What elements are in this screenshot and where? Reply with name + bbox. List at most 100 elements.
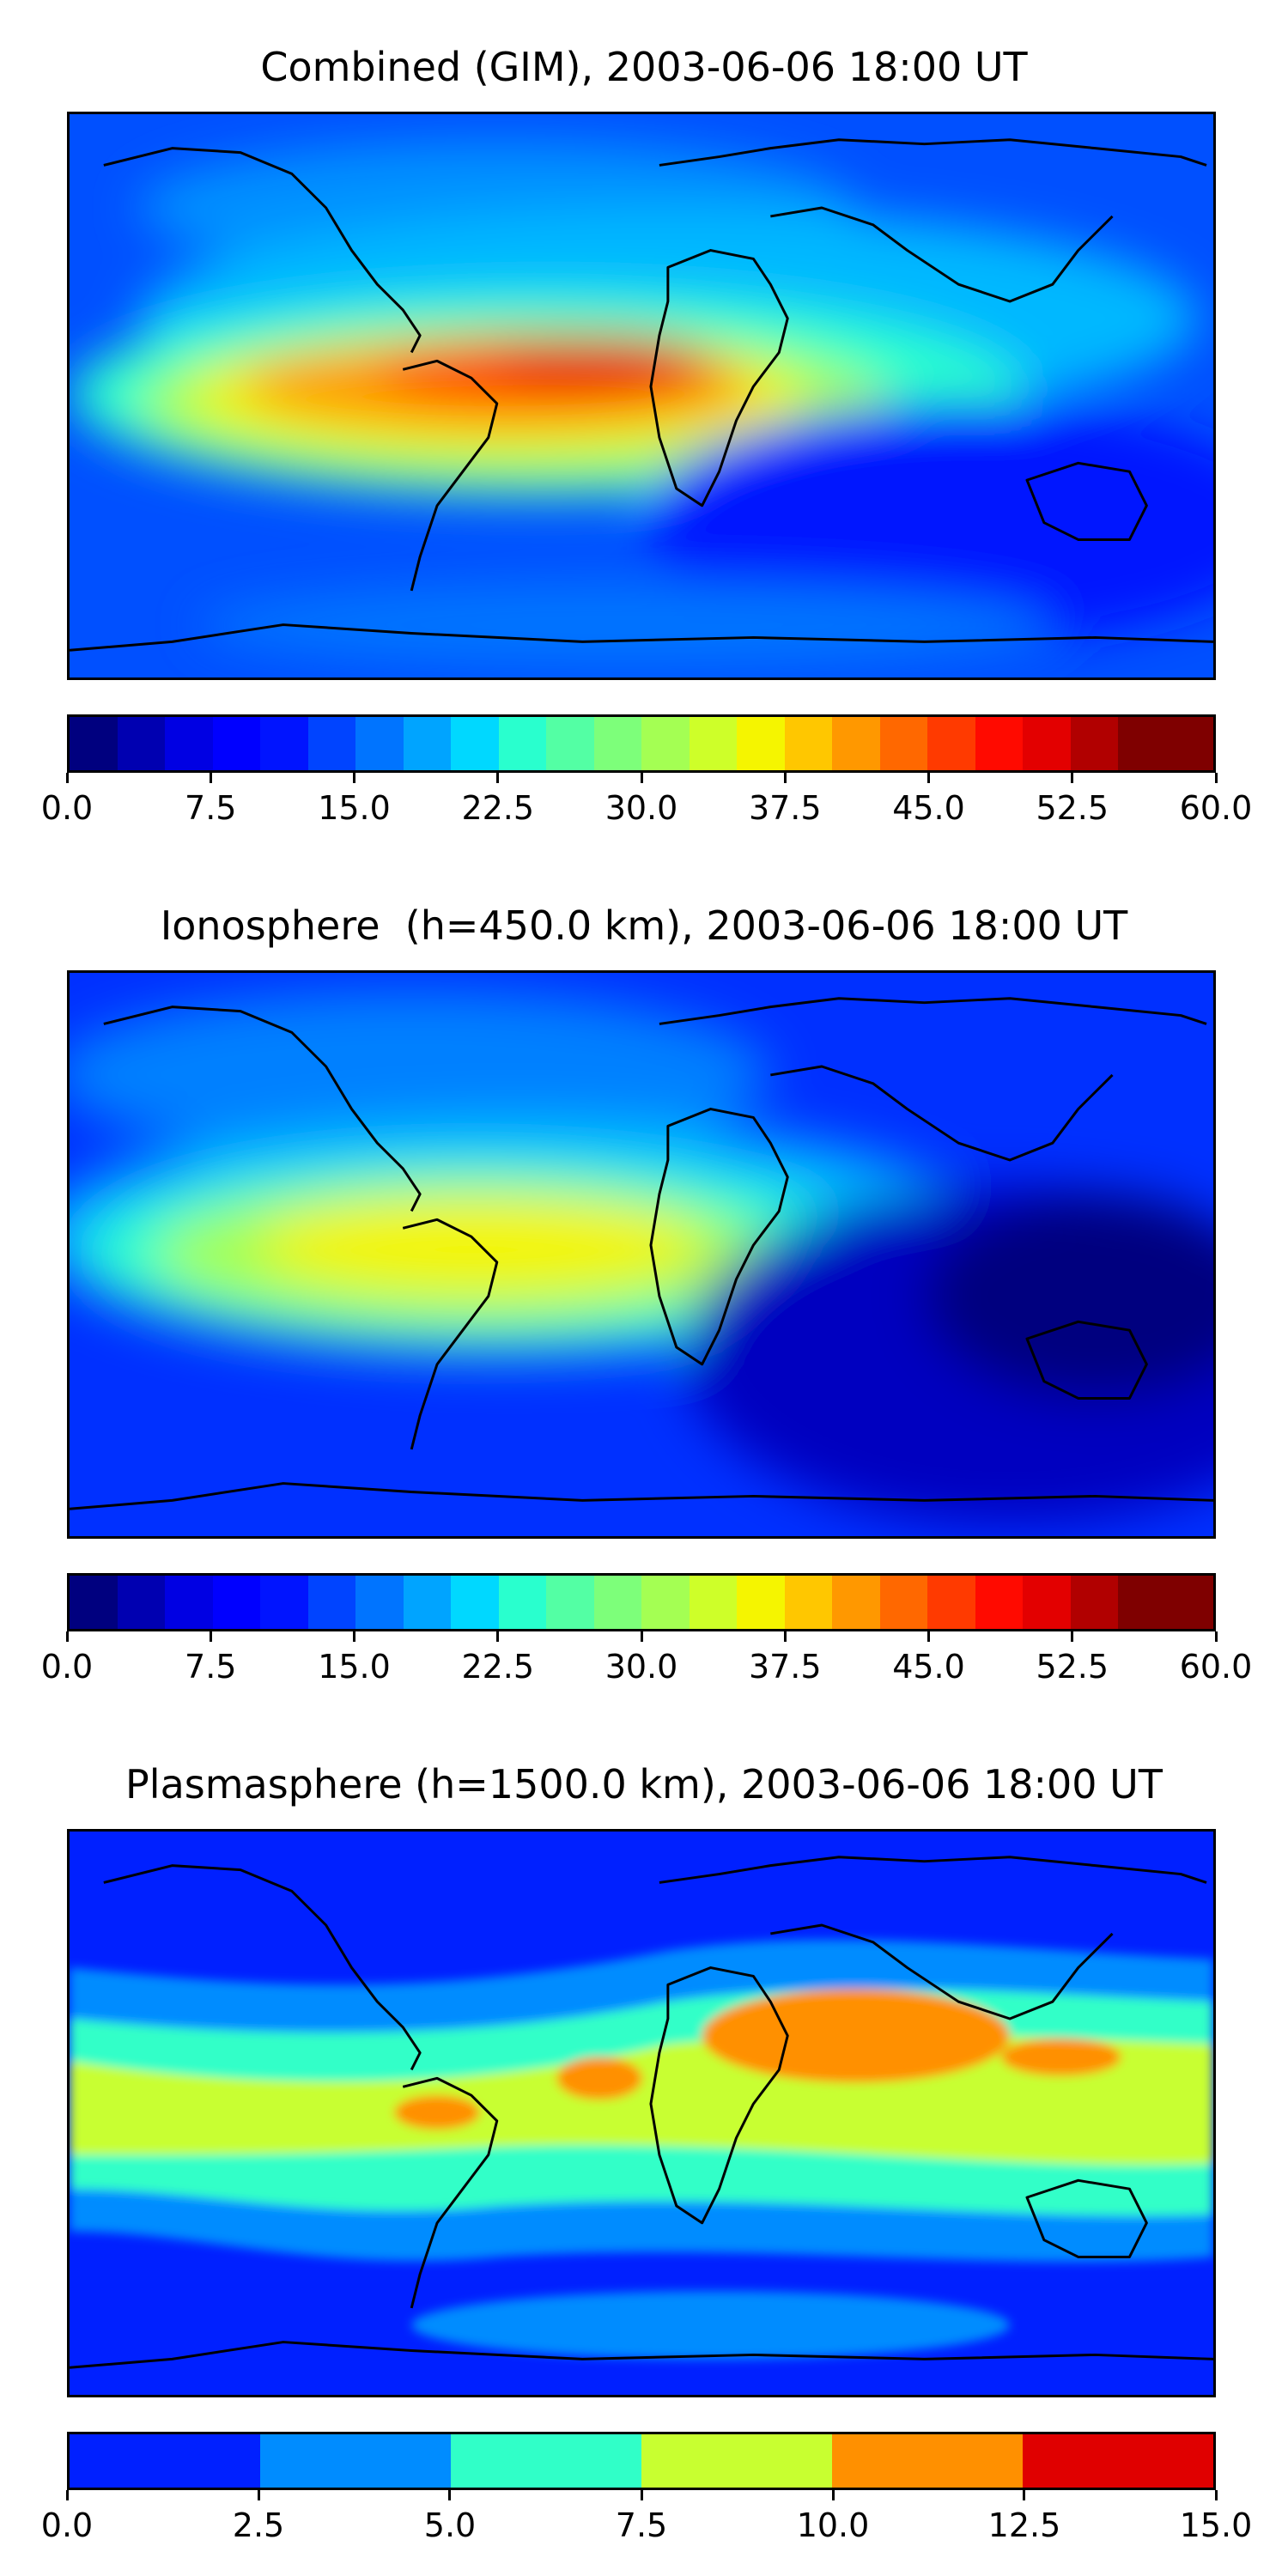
colorbar-segment bbox=[70, 2434, 260, 2488]
colorbar-tick-label: 7.5 bbox=[185, 1648, 237, 1686]
colorbar-segment bbox=[165, 1576, 213, 1629]
colorbar-tick-label: 37.5 bbox=[748, 789, 822, 827]
colorbar-segment bbox=[1118, 1576, 1166, 1629]
colorbar-tick-label: 60.0 bbox=[1179, 789, 1253, 827]
colorbar-tick-label: 22.5 bbox=[461, 1648, 535, 1686]
colorbar bbox=[67, 2432, 1216, 2490]
colorbar-tick-label: 5.0 bbox=[423, 2506, 477, 2544]
coastlines bbox=[70, 1856, 1213, 2369]
colorbar-tick-label: 0.0 bbox=[40, 789, 94, 827]
colorbar-segment bbox=[546, 1576, 594, 1629]
colorbar-ticks: 0.0 7.5 15.0 22.5 30.0 37.5 45.0 52.5 60… bbox=[41, 773, 1252, 827]
colorbar-tick-label: 60.0 bbox=[1179, 1648, 1253, 1686]
colorbar-segment bbox=[784, 1576, 832, 1629]
colorbar-segment bbox=[212, 1576, 260, 1629]
colorbar bbox=[67, 714, 1216, 773]
colorbar-segment bbox=[879, 717, 927, 770]
colorbar-segment bbox=[1023, 1576, 1071, 1629]
colorbar-segment bbox=[737, 717, 785, 770]
colorbar-segment bbox=[355, 1576, 404, 1629]
colorbar-segment bbox=[260, 717, 308, 770]
colorbar-tick-label: 15.0 bbox=[1179, 2506, 1253, 2544]
colorbar-segment bbox=[451, 717, 499, 770]
colorbar-segment bbox=[689, 717, 737, 770]
map-plot bbox=[67, 112, 1216, 680]
colorbar-tick-label: 10.0 bbox=[796, 2506, 870, 2544]
colorbar-tick-label: 37.5 bbox=[748, 1648, 822, 1686]
colorbar-tick-label: 7.5 bbox=[185, 789, 237, 827]
panel-title: Plasmasphere (h=1500.0 km), 2003-06-06 1… bbox=[125, 1761, 1163, 1807]
colorbar-segment bbox=[307, 1576, 355, 1629]
colorbar-segment bbox=[451, 1576, 499, 1629]
colorbar-segment bbox=[689, 1576, 737, 1629]
colorbar-tick-label: 30.0 bbox=[605, 789, 678, 827]
colorbar-segment bbox=[70, 1576, 118, 1629]
colorbar-tick-label: 45.0 bbox=[892, 1648, 965, 1686]
coastlines bbox=[70, 138, 1213, 652]
colorbar-ticks: 0.0 2.5 5.0 7.5 10.0 12.5 15.0 bbox=[41, 2490, 1252, 2544]
colorbar-segment bbox=[641, 2434, 832, 2488]
colorbar-segment bbox=[117, 1576, 165, 1629]
colorbar-segment bbox=[1165, 1576, 1213, 1629]
colorbar-tick-label: 7.5 bbox=[615, 2506, 668, 2544]
colorbar-tick-label: 52.5 bbox=[1036, 789, 1109, 827]
colorbar-tick-label: 12.5 bbox=[987, 2506, 1061, 2544]
colorbar-segment bbox=[832, 2434, 1023, 2488]
colorbar-segment bbox=[737, 1576, 785, 1629]
colorbar-tick-label: 22.5 bbox=[461, 789, 535, 827]
colorbar-tick-label: 45.0 bbox=[892, 789, 965, 827]
colorbar-segment bbox=[1070, 1576, 1118, 1629]
colorbar bbox=[67, 1573, 1216, 1631]
colorbar-segment bbox=[832, 1576, 880, 1629]
coastlines bbox=[70, 997, 1213, 1510]
contour-map bbox=[70, 1832, 1213, 2395]
colorbar-segment bbox=[212, 717, 260, 770]
colorbar-tick-label: 30.0 bbox=[605, 1648, 678, 1686]
colorbar-tick-label: 52.5 bbox=[1036, 1648, 1109, 1686]
colorbar-tick-label: 15.0 bbox=[318, 1648, 391, 1686]
map-plot bbox=[67, 970, 1216, 1539]
colorbar-segment bbox=[546, 717, 594, 770]
colorbar-segment bbox=[593, 1576, 641, 1629]
colorbar-segment bbox=[879, 1576, 927, 1629]
panel-title: Ionosphere (h=450.0 km), 2003-06-06 18:0… bbox=[160, 902, 1128, 949]
colorbar-segment bbox=[260, 2434, 451, 2488]
colorbar-segment bbox=[165, 717, 213, 770]
contour-map bbox=[70, 114, 1213, 677]
colorbar-segment bbox=[451, 2434, 641, 2488]
colorbar-segment bbox=[927, 717, 975, 770]
colorbar-segment bbox=[641, 1576, 690, 1629]
map-plot bbox=[67, 1829, 1216, 2397]
colorbar-segment bbox=[307, 717, 355, 770]
colorbar-segment bbox=[975, 1576, 1023, 1629]
colorbar-segment bbox=[1165, 717, 1213, 770]
colorbar-segment bbox=[260, 1576, 308, 1629]
colorbar-segment bbox=[1118, 717, 1166, 770]
panel-combined: Combined (GIM), 2003-06-06 18:00 UT bbox=[0, 0, 1288, 859]
colorbar-tick-label: 0.0 bbox=[40, 1648, 94, 1686]
colorbar-segment bbox=[498, 717, 546, 770]
colorbar-segment bbox=[403, 1576, 451, 1629]
colorbar-segment bbox=[70, 717, 118, 770]
contour-map bbox=[70, 973, 1213, 1536]
colorbar-segment bbox=[832, 717, 880, 770]
panel-ionosphere: Ionosphere (h=450.0 km), 2003-06-06 18:0… bbox=[0, 859, 1288, 1717]
panel-title: Combined (GIM), 2003-06-06 18:00 UT bbox=[260, 44, 1028, 90]
colorbar-segment bbox=[975, 717, 1023, 770]
colorbar-segment bbox=[784, 717, 832, 770]
colorbar-segment bbox=[1023, 717, 1071, 770]
colorbar-tick-label: 0.0 bbox=[40, 2506, 94, 2544]
colorbar-segment bbox=[403, 717, 451, 770]
colorbar-segment bbox=[927, 1576, 975, 1629]
colorbar-segment bbox=[1023, 2434, 1213, 2488]
panel-plasmasphere: Plasmasphere (h=1500.0 km), 2003-06-06 1… bbox=[0, 1717, 1288, 2576]
colorbar-segment bbox=[1070, 717, 1118, 770]
colorbar-segment bbox=[593, 717, 641, 770]
colorbar-segment bbox=[117, 717, 165, 770]
colorbar-ticks: 0.0 7.5 15.0 22.5 30.0 37.5 45.0 52.5 60… bbox=[41, 1631, 1252, 1686]
colorbar-segment bbox=[641, 717, 690, 770]
colorbar-segment bbox=[355, 717, 404, 770]
colorbar-tick-label: 15.0 bbox=[318, 789, 391, 827]
colorbar-segment bbox=[498, 1576, 546, 1629]
colorbar-tick-label: 2.5 bbox=[232, 2506, 285, 2544]
